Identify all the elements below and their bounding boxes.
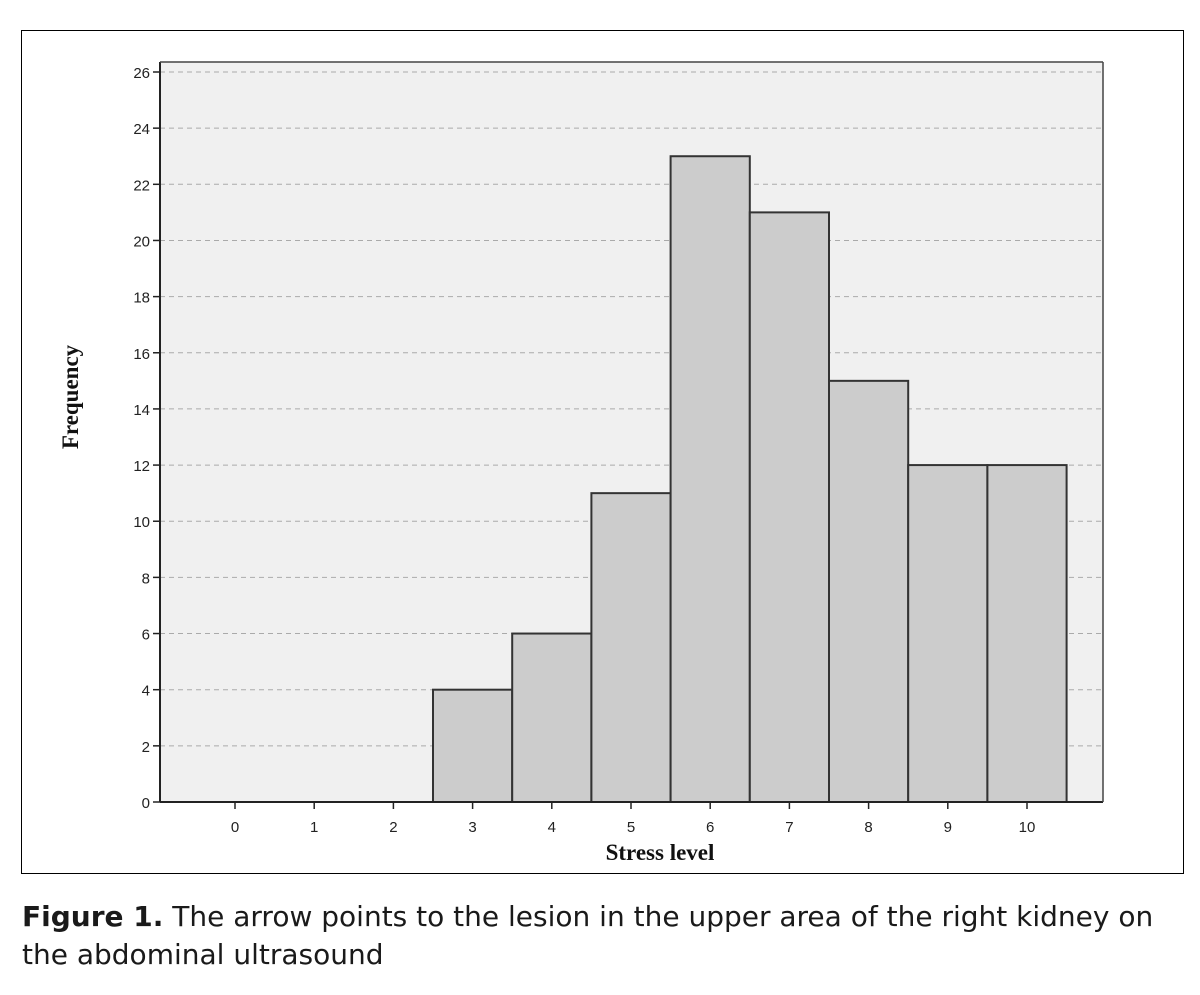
y-tick-label: 14: [133, 402, 150, 419]
y-tick-label: 26: [133, 65, 150, 82]
x-tick-label: 0: [231, 819, 239, 836]
y-tick-label: 6: [142, 627, 150, 644]
y-tick-label: 8: [142, 570, 150, 587]
bar-5: [590, 492, 672, 803]
x-tick-label: 7: [785, 819, 793, 836]
y-tick-label: 20: [133, 233, 150, 250]
x-tick-label: 6: [706, 819, 714, 836]
bar-6: [669, 155, 751, 803]
y-tick-label: 22: [133, 177, 150, 194]
bars: [432, 155, 1068, 804]
y-tick-label: 18: [133, 290, 150, 307]
y-tick-label: 16: [133, 346, 150, 363]
bar-8: [828, 379, 910, 803]
y-tick-label: 24: [133, 121, 150, 138]
y-tick-label: 10: [133, 514, 150, 531]
x-tick-label: 5: [627, 819, 635, 836]
y-tick-label: 2: [142, 739, 150, 756]
y-tick-label: 4: [142, 683, 150, 700]
caption-text: The arrow points to the lesion in the up…: [22, 900, 1154, 971]
x-tick-label: 10: [1019, 819, 1036, 836]
bar-7: [748, 211, 830, 803]
x-tick-label: 4: [548, 819, 556, 836]
caption-label: Figure 1.: [22, 900, 164, 933]
y-axis-label: Frequency: [58, 344, 83, 449]
x-tick-label: 2: [389, 819, 397, 836]
x-tick-label: 9: [944, 819, 952, 836]
y-tick-label: 12: [133, 458, 150, 475]
y-tick-label: 0: [142, 795, 150, 812]
x-tick-label: 3: [468, 819, 476, 836]
x-tick-label: 1: [310, 819, 318, 836]
x-tick-label: 8: [864, 819, 872, 836]
bar-10: [986, 464, 1068, 803]
bar-9: [907, 464, 989, 803]
figure-caption: Figure 1. The arrow points to the lesion…: [22, 898, 1192, 974]
bar-4: [511, 632, 593, 803]
x-axis-ticks: 0 1 2 3 4 5 6 7 8 9 10: [231, 802, 1036, 836]
bar-3: [432, 688, 514, 804]
x-axis-label: Stress level: [606, 840, 715, 865]
